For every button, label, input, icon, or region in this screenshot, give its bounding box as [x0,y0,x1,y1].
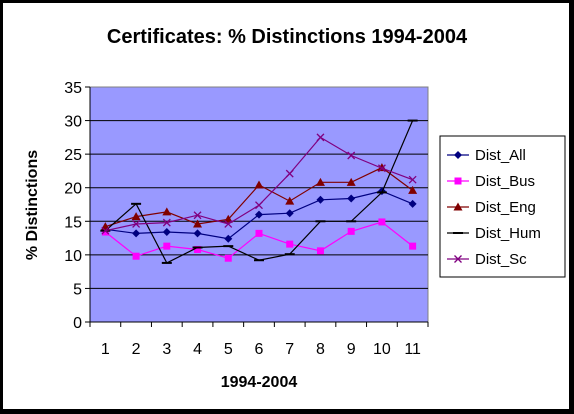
x-tick-label: 3 [162,341,171,358]
x-tick-label: 1 [101,341,110,358]
x-tick-label: 8 [316,341,325,358]
x-tick-label: 4 [193,341,202,358]
data-point-dist-eng [315,177,325,186]
x-tick-label: 9 [347,341,356,358]
data-point-dist-all [224,234,233,243]
x-tick-label: 11 [404,341,421,358]
data-point-dist-bus [409,242,417,250]
data-point-dist-sc [408,175,417,184]
y-tick-label: 35 [64,80,82,97]
axes: 0 5 10 15 20 25 30 35 1 2 3 4 5 6 7 8 9 10 11 [64,80,429,358]
legend-item-dist-all: Dist_All [447,147,526,164]
legend-item-dist-eng: Dist_Eng [447,199,536,216]
data-point-dist-bus [163,242,171,250]
chart-title: Certificates: % Distinctions 1994-2004 [107,26,468,48]
legend-item-dist-hum: Dist_Hum [447,225,541,242]
data-point-dist-sc [255,201,263,210]
y-tick-label: 10 [64,248,82,265]
legend-marker [454,151,462,159]
data-point-dist-bus [378,218,386,226]
data-point-dist-all [347,194,356,203]
data-point-dist-sc [285,169,294,178]
data-point-dist-sc [377,164,386,173]
data-point-dist-eng [285,196,295,205]
legend-label: Dist_Hum [475,225,541,242]
legend-marker [453,202,463,211]
gridlines [90,120,428,289]
series-dist-sc [101,133,417,235]
legend-marker [454,255,462,263]
data-point-dist-eng [254,180,264,189]
data-point-dist-eng [162,207,172,216]
data-point-dist-sc [347,151,356,160]
data-point-dist-eng [223,214,233,223]
data-point-dist-all [408,199,417,208]
x-tick-label: 5 [224,341,233,358]
x-axis-title: 1994-2004 [221,374,298,391]
data-point-dist-bus [224,254,232,262]
data-point-dist-bus [255,229,263,237]
y-axis-title: % Distinctions [24,150,41,260]
legend-marker [454,177,462,185]
data-point-dist-all [316,195,325,204]
data-point-dist-bus [132,252,140,260]
x-tick-label: 10 [373,341,391,358]
data-point-dist-eng [131,212,141,221]
data-point-dist-all [162,228,171,237]
x-tick-label: 6 [255,341,264,358]
y-tick-label: 5 [73,281,82,298]
line-chart: Certificates: % Distinctions 1994-2004 0… [24,26,566,391]
y-tick-label: 25 [64,147,82,164]
data-point-dist-all [285,209,294,218]
chart-frame: Certificates: % Distinctions 1994-2004 0… [3,3,569,409]
data-point-dist-bus [316,247,324,255]
y-tick-label: 30 [64,114,82,131]
data-point-dist-sc [193,211,202,220]
legend-label: Dist_Sc [475,251,527,268]
data-point-dist-sc [224,220,233,228]
data-point-dist-sc [101,226,110,235]
data-point-dist-sc [316,133,325,142]
x-tick-label: 2 [132,341,141,358]
data-point-dist-all [193,229,202,238]
legend-item-dist-bus: Dist_Bus [447,173,535,190]
legend-label: Dist_All [475,147,526,164]
data-point-dist-all [255,210,263,219]
x-tick-label: 7 [285,341,294,358]
legend-label: Dist_Bus [475,173,535,190]
series-dist-hum [100,119,418,264]
data-point-dist-bus [347,227,355,235]
data-point-dist-sc [162,218,171,227]
legend-item-dist-sc: Dist_Sc [447,251,527,268]
legend-label: Dist_Eng [475,199,536,216]
data-point-dist-eng [346,177,356,186]
series-lines [100,119,418,264]
data-point-dist-bus [286,240,294,248]
data-point-dist-eng [408,185,418,194]
y-tick-label: 0 [73,315,82,332]
y-tick-label: 15 [64,214,82,231]
data-point-dist-eng [193,219,203,228]
legend: Dist_All Dist_Bus Dist_Eng Dist_Hum Dist_Sc [447,147,541,268]
data-point-dist-sc [132,220,141,228]
data-point-dist-bus [101,228,109,236]
data-point-dist-bus [194,245,202,253]
y-tick-label: 20 [64,181,82,198]
series-dist-bus [101,218,417,262]
data-point-dist-all [132,229,141,238]
